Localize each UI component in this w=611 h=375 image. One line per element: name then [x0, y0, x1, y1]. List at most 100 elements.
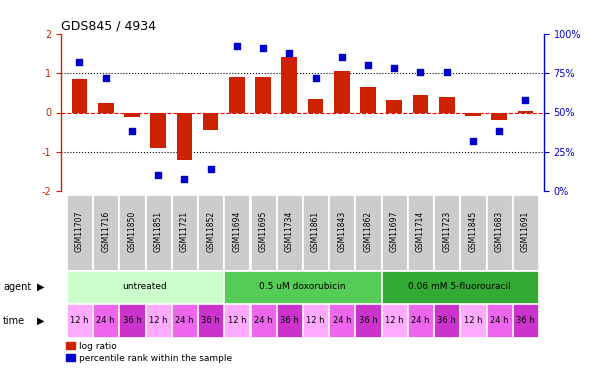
- Text: 24 h: 24 h: [490, 316, 508, 325]
- Point: [494, 128, 504, 134]
- Text: GSM11845: GSM11845: [469, 210, 477, 252]
- Bar: [224, 271, 381, 303]
- Text: GSM11850: GSM11850: [128, 210, 136, 252]
- Text: 36 h: 36 h: [201, 316, 220, 325]
- Point: [337, 54, 346, 60]
- Text: 24 h: 24 h: [332, 316, 351, 325]
- Text: GDS845 / 4934: GDS845 / 4934: [61, 20, 156, 33]
- Bar: [93, 195, 119, 270]
- Text: GSM11683: GSM11683: [495, 210, 503, 252]
- Point: [180, 176, 189, 181]
- Bar: [145, 195, 170, 270]
- Text: GSM11714: GSM11714: [416, 210, 425, 252]
- Text: GSM11694: GSM11694: [232, 210, 241, 252]
- Text: time: time: [3, 316, 25, 326]
- Bar: [308, 99, 323, 112]
- Point: [75, 59, 84, 65]
- Bar: [277, 304, 302, 337]
- Text: 12 h: 12 h: [228, 316, 246, 325]
- Bar: [93, 304, 119, 337]
- Text: GSM11716: GSM11716: [101, 210, 110, 252]
- Bar: [334, 71, 349, 112]
- Bar: [198, 304, 223, 337]
- Text: agent: agent: [3, 282, 31, 292]
- Text: GSM11861: GSM11861: [311, 210, 320, 252]
- Text: 12 h: 12 h: [306, 316, 325, 325]
- Point: [232, 44, 242, 50]
- Point: [363, 62, 373, 68]
- Bar: [460, 195, 486, 270]
- Text: 0.06 mM 5-fluorouracil: 0.06 mM 5-fluorouracil: [409, 282, 511, 291]
- Point: [127, 128, 137, 134]
- Bar: [67, 304, 92, 337]
- Text: 36 h: 36 h: [123, 316, 141, 325]
- Bar: [408, 195, 433, 270]
- Text: GSM11734: GSM11734: [285, 210, 294, 252]
- Bar: [460, 304, 486, 337]
- Bar: [518, 111, 533, 112]
- Bar: [356, 304, 381, 337]
- Text: GSM11707: GSM11707: [75, 210, 84, 252]
- Bar: [119, 304, 145, 337]
- Bar: [513, 195, 538, 270]
- Point: [101, 75, 111, 81]
- Bar: [360, 87, 376, 112]
- Bar: [251, 304, 276, 337]
- Bar: [513, 304, 538, 337]
- Text: GSM11691: GSM11691: [521, 210, 530, 252]
- Bar: [465, 112, 481, 116]
- Text: ▶: ▶: [37, 282, 44, 292]
- Bar: [356, 195, 381, 270]
- Text: 24 h: 24 h: [97, 316, 115, 325]
- Point: [389, 65, 399, 71]
- Point: [258, 45, 268, 51]
- Bar: [277, 195, 302, 270]
- Bar: [329, 195, 354, 270]
- Text: 0.5 uM doxorubicin: 0.5 uM doxorubicin: [259, 282, 346, 291]
- Bar: [67, 195, 92, 270]
- Text: 36 h: 36 h: [437, 316, 456, 325]
- Bar: [119, 195, 145, 270]
- Text: GSM11695: GSM11695: [258, 210, 268, 252]
- Text: GSM11723: GSM11723: [442, 210, 452, 252]
- Text: GSM11721: GSM11721: [180, 210, 189, 252]
- Bar: [382, 271, 538, 303]
- Text: GSM11862: GSM11862: [364, 210, 373, 252]
- Text: 24 h: 24 h: [411, 316, 430, 325]
- Bar: [198, 195, 223, 270]
- Bar: [229, 77, 245, 112]
- Text: 24 h: 24 h: [175, 316, 194, 325]
- Bar: [282, 57, 297, 112]
- Bar: [329, 304, 354, 337]
- Point: [310, 75, 320, 81]
- Text: 12 h: 12 h: [464, 316, 482, 325]
- Text: ▶: ▶: [37, 316, 44, 326]
- Bar: [224, 304, 249, 337]
- Text: GSM11851: GSM11851: [153, 210, 163, 252]
- Bar: [98, 103, 114, 112]
- Point: [468, 138, 478, 144]
- Bar: [434, 304, 459, 337]
- Text: untreated: untreated: [123, 282, 167, 291]
- Bar: [255, 77, 271, 112]
- Bar: [172, 195, 197, 270]
- Bar: [203, 112, 219, 130]
- Bar: [412, 95, 428, 112]
- Bar: [408, 304, 433, 337]
- Text: 24 h: 24 h: [254, 316, 273, 325]
- Text: 12 h: 12 h: [385, 316, 403, 325]
- Bar: [486, 195, 512, 270]
- Text: GSM11697: GSM11697: [390, 210, 399, 252]
- Bar: [486, 304, 512, 337]
- Bar: [303, 195, 328, 270]
- Text: 36 h: 36 h: [280, 316, 299, 325]
- Bar: [251, 195, 276, 270]
- Point: [153, 172, 163, 178]
- Text: 12 h: 12 h: [70, 316, 89, 325]
- Text: GSM11852: GSM11852: [206, 210, 215, 252]
- Bar: [439, 97, 455, 112]
- Text: 36 h: 36 h: [516, 316, 535, 325]
- Bar: [386, 100, 402, 112]
- Legend: log ratio, percentile rank within the sample: log ratio, percentile rank within the sa…: [65, 342, 232, 363]
- Text: 36 h: 36 h: [359, 316, 378, 325]
